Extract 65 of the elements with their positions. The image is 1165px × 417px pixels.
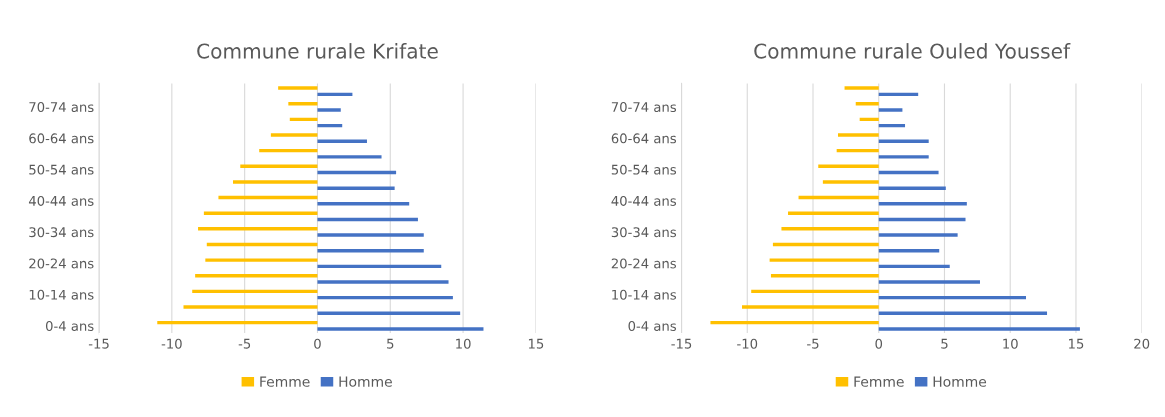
bar xyxy=(317,186,395,190)
bar xyxy=(317,233,424,237)
bar xyxy=(769,258,879,262)
chart-title: Commune rurale Krifate xyxy=(197,43,438,59)
bar xyxy=(317,280,449,284)
y-tick-label: 30-34 ans xyxy=(29,227,94,238)
x-tick-label: 10 xyxy=(1003,338,1018,349)
bar xyxy=(788,211,879,215)
y-tick-label: 70-74 ans xyxy=(29,102,94,113)
bar xyxy=(781,227,879,231)
bar xyxy=(878,186,946,190)
bar xyxy=(878,233,958,237)
y-tick-label: 50-54 ans xyxy=(611,164,677,175)
bar xyxy=(317,108,341,112)
x-tick-label: 10 xyxy=(456,338,471,349)
bar xyxy=(270,133,318,137)
y-tick-label: 10-14 ans xyxy=(612,289,677,300)
chart-title: Commune rurale Ouled Youssef xyxy=(754,43,1071,59)
y-tick-label: 0-4 ans xyxy=(628,321,677,331)
x-tick-label: 5 xyxy=(941,338,948,349)
bar xyxy=(878,108,903,112)
y-tick-label: 40-44 ans xyxy=(611,195,677,206)
x-tick-label: -15 xyxy=(88,338,109,349)
bar xyxy=(233,180,318,184)
x-tick-label: -5 xyxy=(238,338,251,349)
x-tick-label: -5 xyxy=(807,338,819,349)
x-tick-label: 0 xyxy=(875,338,883,349)
bar xyxy=(317,202,410,206)
y-tick-label: 20-24 ans xyxy=(29,258,94,269)
y-tick-label: 60-64 ans xyxy=(29,133,94,144)
bar xyxy=(317,155,382,159)
y-tick-label: 30-34 ans xyxy=(611,227,677,238)
y-tick-label: 60-64 ans xyxy=(611,133,677,144)
x-tick-label: 5 xyxy=(387,338,394,349)
y-tick-label: 50-54 ans xyxy=(29,164,94,175)
bar xyxy=(203,211,318,215)
bar xyxy=(878,280,980,284)
legend-label: Femme xyxy=(260,376,310,387)
bar xyxy=(183,305,318,309)
legend-label: Femme xyxy=(854,376,904,387)
y-tick-label: 70-74 ans xyxy=(611,102,677,113)
bar xyxy=(844,86,879,90)
bar xyxy=(822,180,879,184)
bar xyxy=(878,327,1080,331)
y-tick-label: 10-14 ans xyxy=(29,289,94,300)
legend-label: Homme xyxy=(933,376,987,387)
bar xyxy=(317,327,484,331)
x-tick-label: 20 xyxy=(1134,338,1150,349)
x-tick-label: -15 xyxy=(671,338,692,349)
y-tick-label: 40-44 ans xyxy=(28,195,94,206)
bar xyxy=(278,86,318,90)
legend-label: Homme xyxy=(339,376,392,387)
y-tick-label: 20-24 ans xyxy=(611,258,677,269)
bar xyxy=(878,202,967,206)
x-tick-label: 15 xyxy=(1069,338,1084,349)
bar xyxy=(742,305,879,309)
bar xyxy=(837,133,879,137)
bar xyxy=(205,258,318,262)
y-tick-label: 0-4 ans xyxy=(45,321,94,331)
x-tick-label: 15 xyxy=(528,338,544,349)
bar xyxy=(878,155,929,159)
bar xyxy=(198,227,318,231)
x-tick-label: -10 xyxy=(161,338,182,349)
x-tick-label: 0 xyxy=(314,338,321,349)
x-tick-label: -10 xyxy=(737,338,758,349)
